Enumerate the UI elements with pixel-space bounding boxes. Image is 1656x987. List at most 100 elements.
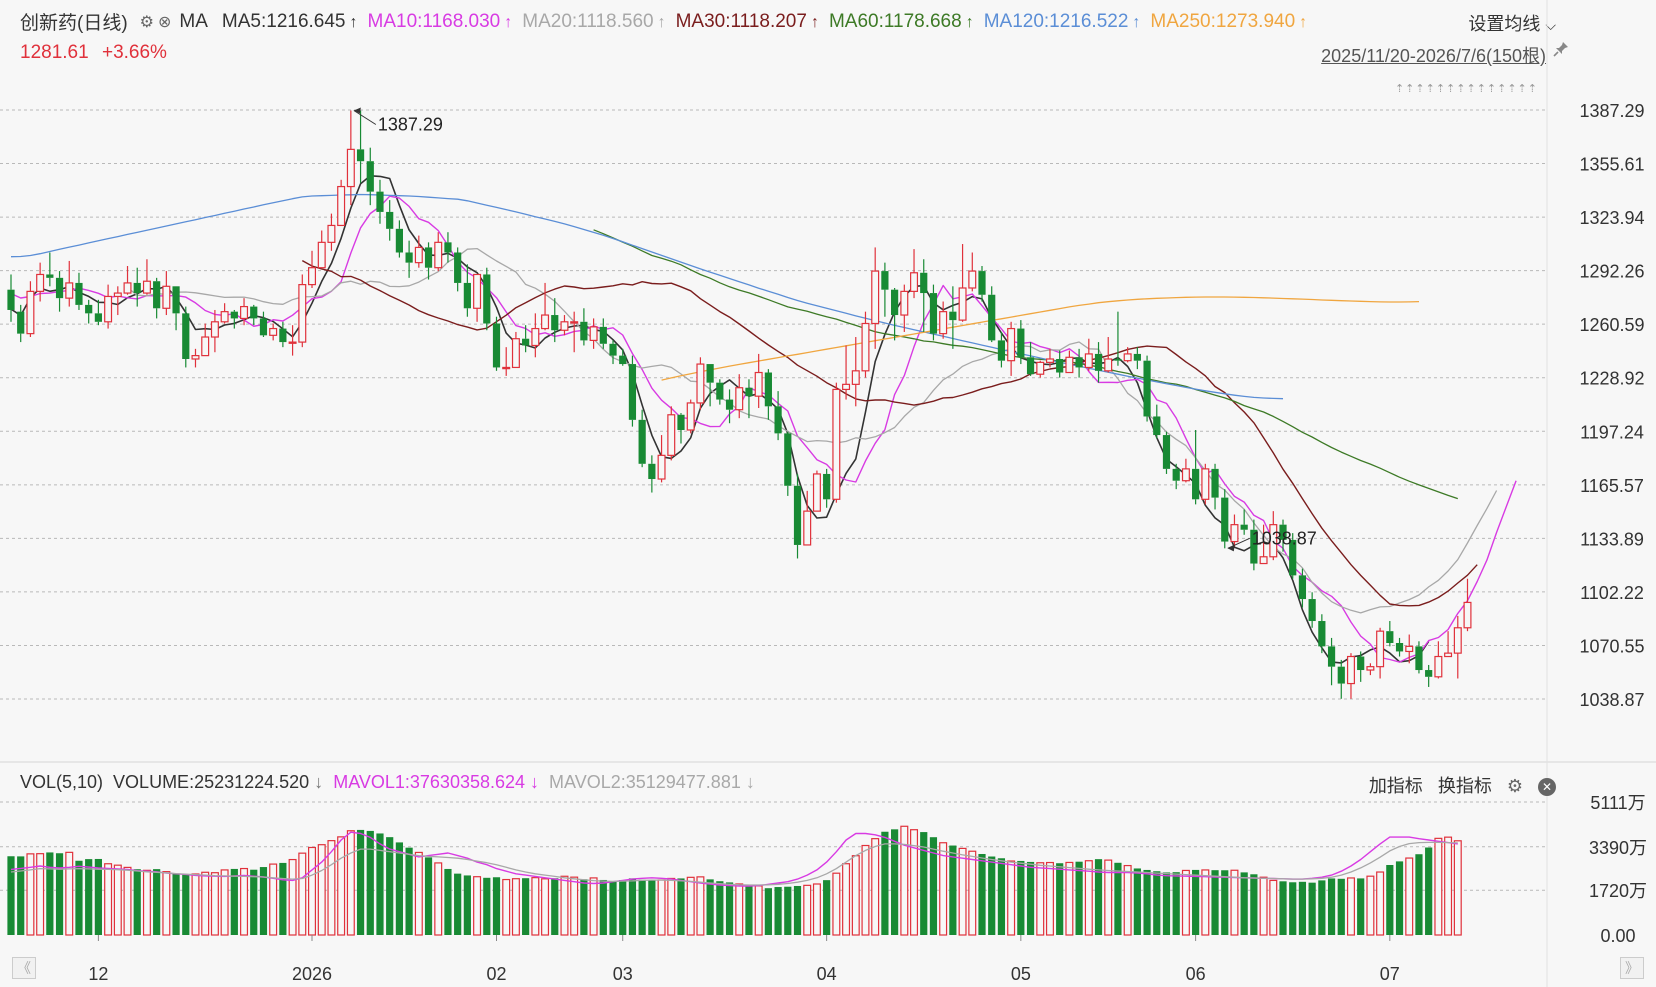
candle <box>1201 463 1210 505</box>
ma-settings-button[interactable]: 设置均线 ⌵ <box>1468 10 1556 36</box>
volume-bar <box>142 869 151 936</box>
volume-bar <box>988 856 996 935</box>
candle-body <box>65 282 74 299</box>
date-range-link[interactable]: 2025/11/20-2026/7/6(150根) <box>1321 46 1546 66</box>
candle-body <box>891 289 899 316</box>
volume-bar <box>1415 854 1423 935</box>
candle <box>1425 664 1433 687</box>
candle-body <box>210 321 219 338</box>
candle-body <box>1075 357 1083 368</box>
scroll-right-button[interactable]: 》 <box>1620 957 1644 979</box>
candle-body <box>511 338 520 369</box>
date-axis: 12 2026 02 03 04 05 06 07 <box>88 935 1400 984</box>
candle <box>7 274 15 322</box>
volume-bar <box>113 864 122 936</box>
volume-bar <box>560 875 569 936</box>
volume-bar <box>46 852 54 935</box>
candle-body <box>725 399 734 410</box>
candle-body <box>541 314 550 330</box>
gear-icon[interactable]: ⚙ <box>139 13 154 31</box>
candle-body <box>376 191 384 212</box>
candle <box>803 490 812 546</box>
candle-body <box>1104 358 1113 372</box>
volume-bar <box>891 829 899 935</box>
switch-indicator-button[interactable]: 换指标 <box>1437 776 1492 796</box>
chart-title: 创新药(日线) <box>20 13 128 34</box>
ma-legend-item: MA30:1118.207 ↑ <box>676 11 819 33</box>
candle-body <box>104 295 113 323</box>
candle <box>1230 514 1239 547</box>
candle-body <box>522 338 530 346</box>
candle-body <box>7 289 15 310</box>
candle-body <box>900 290 909 316</box>
volume-bar <box>94 858 102 935</box>
volume-bar <box>599 879 607 935</box>
volume-bar <box>871 838 880 936</box>
candle <box>395 220 403 258</box>
candle <box>1162 431 1171 474</box>
candle-body <box>1007 327 1016 362</box>
volume-bar <box>851 855 860 936</box>
candle-body <box>657 454 666 480</box>
volume-bar <box>308 846 317 936</box>
volume-bar <box>1327 878 1336 935</box>
mavol1-value: MAVOL1:37630358.624 ↓ <box>333 772 540 792</box>
volume-bar <box>463 875 471 935</box>
volume-bar <box>26 853 35 936</box>
candle-body <box>1405 645 1414 653</box>
ma-line-ma60 <box>593 229 1459 500</box>
volume-legend: VOL(5,10) VOLUME:25231224.520 ↓ MAVOL1:3… <box>20 772 765 793</box>
volume-bar <box>939 842 948 936</box>
candle <box>754 353 763 409</box>
volume-bar <box>1192 869 1200 935</box>
candle <box>1084 338 1093 371</box>
gear-icon[interactable]: ⚙ <box>1506 776 1523 796</box>
close-circle-icon[interactable]: ⊗ <box>158 13 172 31</box>
volume-bar <box>220 869 229 936</box>
candle-body <box>1327 646 1336 667</box>
candle-body <box>1337 666 1345 684</box>
volume-bar <box>1230 869 1239 936</box>
volume-bar <box>1123 864 1132 936</box>
candle <box>1327 637 1336 686</box>
candle <box>1143 355 1151 422</box>
candle <box>1026 342 1035 376</box>
annotation-leader <box>353 110 377 125</box>
volume-bar <box>929 837 938 935</box>
volume-bar <box>104 863 113 936</box>
candle-body <box>1181 468 1190 482</box>
volume-bar <box>1211 870 1219 935</box>
candle-body <box>1289 539 1297 576</box>
candle-body <box>133 282 141 294</box>
candle <box>531 313 540 358</box>
candle-body <box>1153 416 1161 436</box>
volume-bar <box>1289 882 1297 935</box>
add-indicator-button[interactable]: 加指标 <box>1368 776 1423 796</box>
candle-body <box>1318 621 1326 647</box>
close-circle-icon[interactable]: ✕ <box>1538 778 1556 797</box>
candle <box>473 273 482 322</box>
candle <box>1357 651 1365 682</box>
candle <box>1181 458 1190 483</box>
ma-line-ma30 <box>301 259 1478 607</box>
candle-body <box>191 355 200 360</box>
candle <box>677 413 685 444</box>
volume-bar <box>589 877 598 936</box>
volume-bar <box>1346 877 1355 936</box>
candle <box>405 240 413 278</box>
candle-body <box>473 273 482 309</box>
candle <box>386 200 394 241</box>
volume-bar <box>725 882 734 935</box>
candles <box>7 110 1472 699</box>
volume-bar <box>269 863 278 936</box>
pin-icon[interactable] <box>1552 40 1570 63</box>
scroll-left-button[interactable]: 《 <box>12 957 36 979</box>
high-price-label: 1387.29 <box>378 114 443 134</box>
volume-bar <box>1444 836 1453 936</box>
price-axis: 1387.29 1355.61 1323.94 1292.26 1260.59 1228.… <box>1579 101 1644 710</box>
volume-bar <box>1425 847 1433 935</box>
candle <box>949 286 957 349</box>
date-tick-label: 04 <box>817 964 837 984</box>
volume-bar <box>784 886 792 935</box>
